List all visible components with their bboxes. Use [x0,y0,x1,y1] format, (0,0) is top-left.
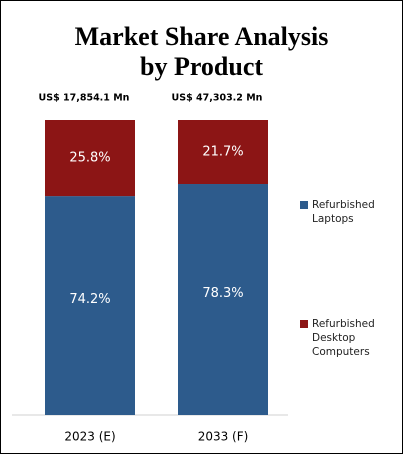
x-tick-label: 2023 (E) [64,430,115,444]
legend-swatch [300,201,308,209]
data-label: 25.8% [69,151,110,166]
legend-label: Refurbished Desktop Computers [312,318,375,358]
total-label: US$ 17,854.1 Mn [39,93,130,104]
x-tick-label: 2033 (F) [198,430,249,444]
legend-label: Refurbished Laptops [312,199,375,225]
bar-segment [45,120,135,197]
chart-title: Market Share Analysis by Product [74,22,329,81]
data-label: 74.2% [69,292,110,307]
bar-segment [45,196,135,415]
bar-segment [178,184,268,415]
data-label: 78.3% [202,286,243,301]
legend-swatch [300,320,308,328]
data-label: 21.7% [202,145,243,160]
total-label: US$ 47,303.2 Mn [172,93,263,104]
bar-segment [178,120,268,185]
